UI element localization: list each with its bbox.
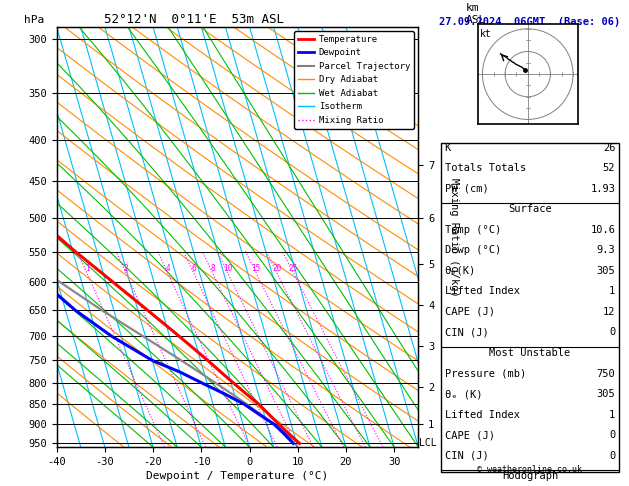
Text: Dewp (°C): Dewp (°C) — [445, 245, 501, 255]
Text: hPa: hPa — [24, 15, 44, 25]
Text: 1: 1 — [609, 410, 615, 419]
Text: 26: 26 — [603, 143, 615, 153]
Text: 20: 20 — [272, 264, 282, 273]
Text: 305: 305 — [596, 389, 615, 399]
Text: Temp (°C): Temp (°C) — [445, 225, 501, 235]
Text: 10: 10 — [223, 264, 233, 273]
Text: 0: 0 — [609, 430, 615, 440]
Text: 1: 1 — [609, 286, 615, 296]
Text: 1: 1 — [85, 264, 89, 273]
Text: CIN (J): CIN (J) — [445, 328, 488, 337]
Text: CAPE (J): CAPE (J) — [445, 307, 494, 317]
Bar — [441, 143, 619, 471]
Text: 12: 12 — [603, 307, 615, 317]
Text: Surface: Surface — [508, 204, 552, 214]
Text: LCL: LCL — [419, 438, 437, 448]
Text: 27.09.2024  06GMT  (Base: 06): 27.09.2024 06GMT (Base: 06) — [439, 17, 621, 27]
Text: 2: 2 — [124, 264, 128, 273]
Text: θₑ(K): θₑ(K) — [445, 266, 476, 276]
Text: Pressure (mb): Pressure (mb) — [445, 368, 526, 379]
X-axis label: Dewpoint / Temperature (°C): Dewpoint / Temperature (°C) — [147, 471, 328, 481]
Text: Lifted Index: Lifted Index — [445, 286, 520, 296]
Text: 0: 0 — [609, 328, 615, 337]
Text: 6: 6 — [191, 264, 196, 273]
Text: 1.93: 1.93 — [590, 184, 615, 194]
Text: 750: 750 — [596, 368, 615, 379]
Text: Hodograph: Hodograph — [502, 471, 558, 481]
Text: 9.3: 9.3 — [596, 245, 615, 255]
Y-axis label: Mixing Ratio (g/kg): Mixing Ratio (g/kg) — [449, 177, 459, 296]
Text: 305: 305 — [596, 266, 615, 276]
Text: 0: 0 — [609, 451, 615, 461]
Text: 10.6: 10.6 — [590, 225, 615, 235]
Text: kt: kt — [480, 29, 492, 39]
Text: Totals Totals: Totals Totals — [445, 163, 526, 173]
Text: Lifted Index: Lifted Index — [445, 410, 520, 419]
Text: 25: 25 — [289, 264, 298, 273]
Text: 52: 52 — [603, 163, 615, 173]
Text: PW (cm): PW (cm) — [445, 184, 488, 194]
Text: θₑ (K): θₑ (K) — [445, 389, 482, 399]
Text: Most Unstable: Most Unstable — [489, 348, 571, 358]
Text: 4: 4 — [165, 264, 170, 273]
Text: km
ASL: km ASL — [465, 3, 486, 25]
Legend: Temperature, Dewpoint, Parcel Trajectory, Dry Adiabat, Wet Adiabat, Isotherm, Mi: Temperature, Dewpoint, Parcel Trajectory… — [294, 31, 414, 129]
Title: 52°12'N  0°11'E  53m ASL: 52°12'N 0°11'E 53m ASL — [104, 13, 284, 26]
Text: 8: 8 — [211, 264, 215, 273]
Text: 15: 15 — [252, 264, 261, 273]
Text: CAPE (J): CAPE (J) — [445, 430, 494, 440]
Text: © weatheronline.co.uk: © weatheronline.co.uk — [477, 465, 582, 474]
Text: CIN (J): CIN (J) — [445, 451, 488, 461]
Text: K: K — [445, 143, 451, 153]
